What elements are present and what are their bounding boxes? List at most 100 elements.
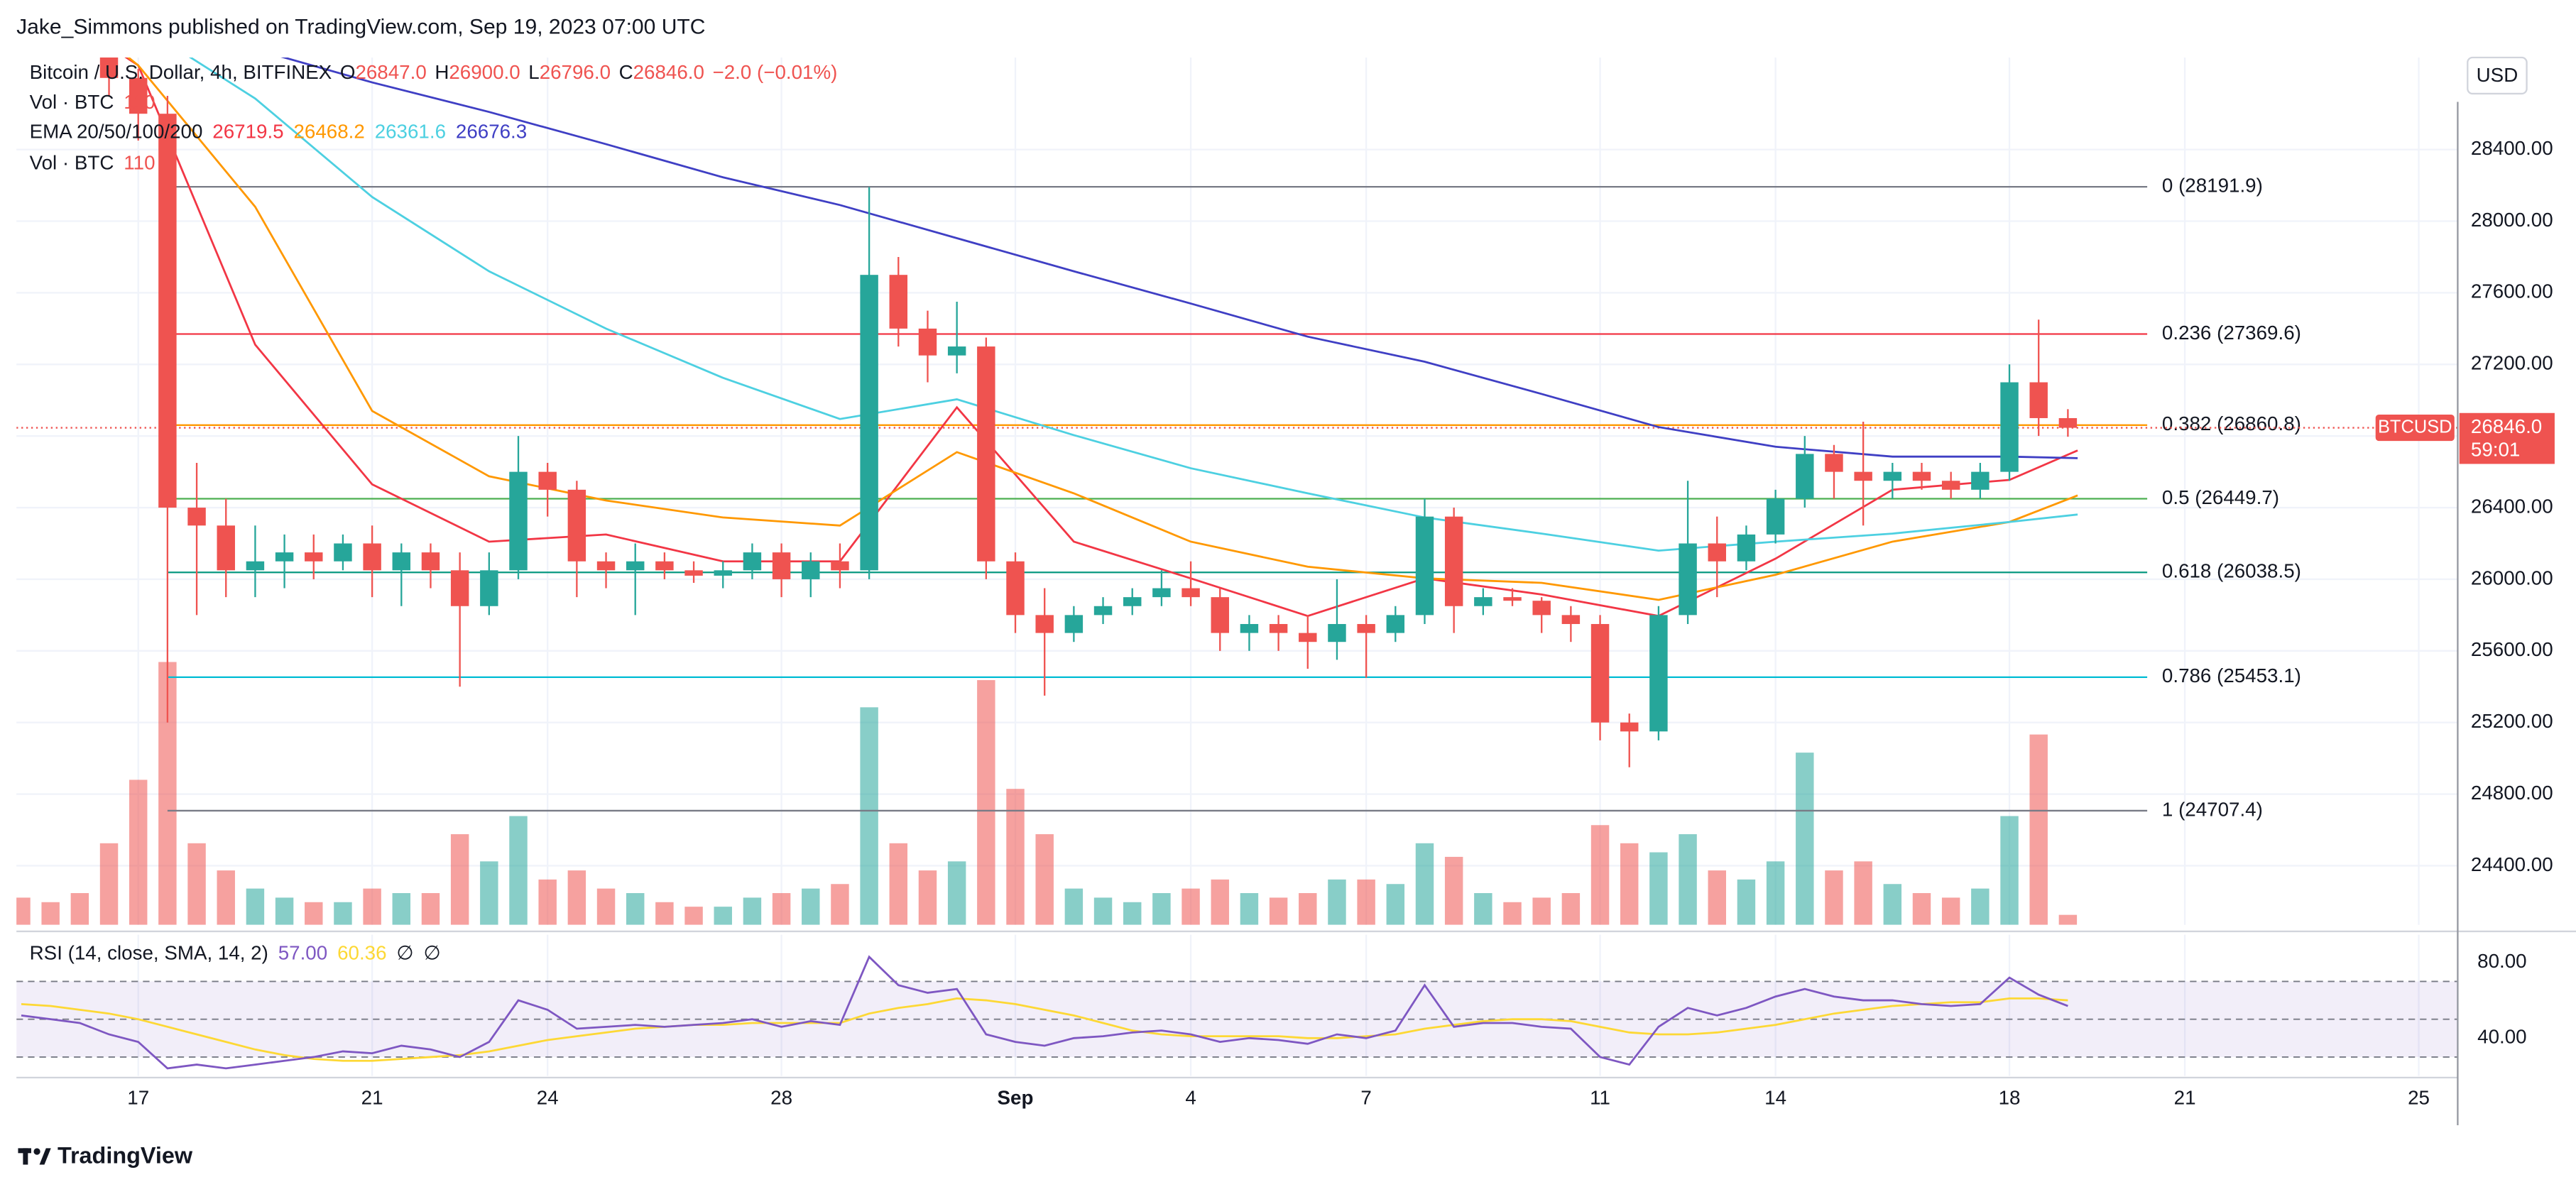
- ema-legend: EMA 20/50/100/200: [30, 121, 203, 143]
- ohlc-key: O: [340, 61, 356, 83]
- volume-bar: [1825, 870, 1843, 925]
- grid: [16, 58, 2458, 1076]
- ohlc-value: 26900.0: [449, 61, 520, 83]
- candle-body: [684, 570, 703, 576]
- volume-bar: [305, 902, 323, 925]
- candle-body: [1796, 454, 1814, 499]
- volume-bar: [1503, 902, 1522, 925]
- volume-bar: [1123, 902, 1142, 925]
- volume-bar: [1240, 893, 1259, 925]
- legend-row: Bitcoin / U.S. Dollar, 4h, BITFINEX O2684…: [30, 61, 838, 83]
- rsi-sma-line: [21, 997, 2068, 1062]
- candle-body: [1737, 534, 1756, 562]
- candle-body: [1941, 481, 1960, 490]
- y-tick-label: 25600.00: [2471, 638, 2553, 660]
- x-tick-label: 17: [127, 1086, 149, 1108]
- x-tick-label: 25: [2408, 1086, 2430, 1108]
- rsi-line: [21, 955, 2068, 1070]
- y-tick-label: 27600.00: [2471, 280, 2553, 302]
- y-tick-label: 24800.00: [2471, 782, 2553, 804]
- price-tag: 26846.0: [2471, 415, 2542, 437]
- volume-bar: [70, 893, 89, 925]
- x-tick-label: 21: [2174, 1086, 2196, 1108]
- volume-bar: [99, 843, 119, 925]
- candle-body: [977, 346, 995, 562]
- candle-body: [596, 561, 616, 571]
- legend-row: EMA 20/50/100/200 26719.5 26468.2 26361.6 26…: [30, 121, 528, 143]
- candle-body: [1825, 454, 1843, 472]
- volume-bar: [889, 843, 908, 925]
- rsi-legend-value: 60.36: [337, 942, 386, 964]
- candle-body: [2058, 417, 2078, 428]
- rsi-pane: [16, 955, 2458, 1070]
- volume-legend-value: 110: [124, 91, 155, 113]
- volume-bar: [772, 893, 791, 925]
- candle-body: [743, 552, 762, 571]
- ema-value: 26468.2: [294, 121, 365, 143]
- candle-body: [947, 346, 966, 356]
- ohlc-key: L: [528, 61, 539, 83]
- volume-bar: [1035, 834, 1054, 925]
- volume-bar: [1269, 897, 1288, 925]
- candle-body: [246, 561, 265, 571]
- candle-body: [1649, 615, 1668, 732]
- volume-bar: [1181, 888, 1200, 925]
- candle-body: [187, 508, 206, 526]
- published-line: Jake_Simmons published on TradingView.co…: [16, 15, 705, 38]
- y-tick-label: 28400.00: [2471, 137, 2553, 159]
- volume-bar: [1444, 856, 1463, 925]
- y-tick-label: 28000.00: [2471, 209, 2553, 231]
- candle-body: [1386, 615, 1405, 633]
- candle-body: [1532, 601, 1551, 616]
- candle-body: [1035, 615, 1054, 633]
- x-tick-label: 28: [770, 1086, 792, 1108]
- ohlc-key: C: [619, 61, 633, 83]
- volume-bar: [2058, 914, 2078, 925]
- volume-bar: [860, 707, 878, 925]
- volume-bar: [1590, 825, 1610, 925]
- fib-label: 0 (28191.9): [2162, 174, 2263, 196]
- volume-bar: [246, 888, 265, 925]
- y-tick-label: 26000.00: [2471, 567, 2553, 589]
- candle-body: [2029, 382, 2048, 418]
- candle-body: [1299, 633, 1317, 642]
- volume-bar: [392, 893, 411, 925]
- symbol-tag-bg: [2375, 415, 2455, 442]
- ohlc-value: 26847.0: [355, 61, 426, 83]
- volume-bar: [1093, 897, 1113, 925]
- legend-row: Vol · BTC 110: [30, 91, 155, 113]
- ohlc-key: H: [435, 61, 449, 83]
- candle-body: [1561, 615, 1581, 624]
- ema-line: [126, 58, 2078, 601]
- volume-bar: [567, 870, 586, 925]
- volume-bar: [1561, 893, 1581, 925]
- volume-bar: [217, 870, 235, 925]
- candle-body: [1444, 516, 1463, 606]
- volume-bar: [596, 888, 616, 925]
- currency-label[interactable]: USD: [2477, 64, 2518, 86]
- volume-bar: [334, 902, 352, 925]
- volume-bar: [1941, 897, 1960, 925]
- y-tick-label: 25200.00: [2471, 710, 2553, 732]
- currency-button[interactable]: [2467, 56, 2528, 95]
- fib-label: 1 (24707.4): [2162, 798, 2263, 820]
- brand-logo: [18, 1148, 51, 1165]
- x-tick-label: Sep: [998, 1086, 1034, 1108]
- ema-line: [124, 58, 2078, 618]
- candle-body: [480, 570, 498, 606]
- volume-bar: [1415, 843, 1434, 925]
- candle-body: [1211, 597, 1229, 633]
- y-tick-label: 24400.00: [2471, 853, 2553, 875]
- candle-body: [1590, 623, 1610, 723]
- fib-label: 0.236 (27369.6): [2162, 322, 2301, 344]
- volume-bar: [947, 861, 966, 925]
- logo-part: [33, 1148, 40, 1155]
- volume-bar: [743, 897, 762, 925]
- candle-body: [772, 552, 791, 579]
- legend-row: Vol · BTC 110: [30, 152, 155, 174]
- candle-body: [392, 552, 411, 571]
- volume-bar: [2029, 734, 2048, 925]
- volume-bar: [1854, 861, 1872, 925]
- candle-body: [918, 328, 937, 356]
